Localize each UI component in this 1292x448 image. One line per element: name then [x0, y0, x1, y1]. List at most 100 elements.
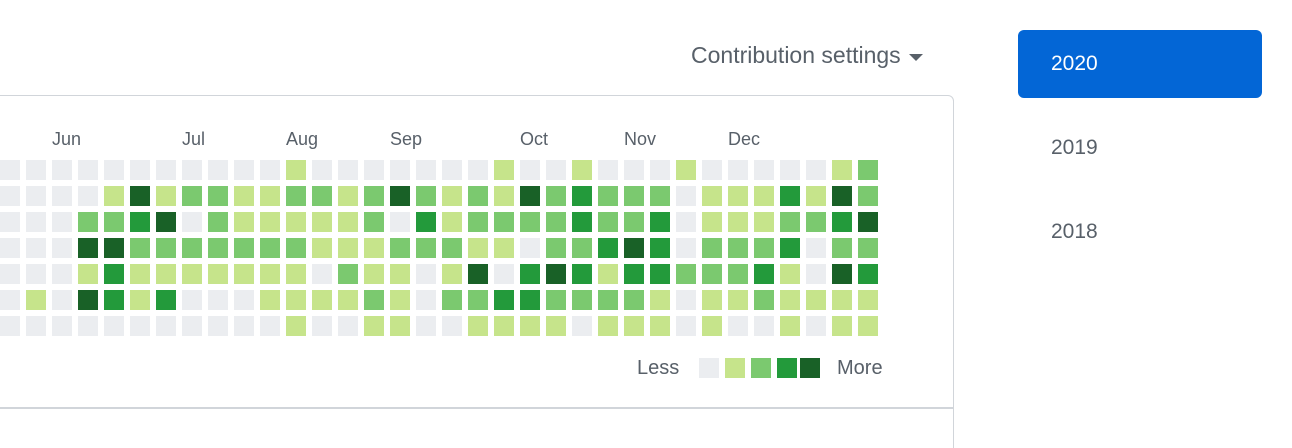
contribution-day-cell[interactable]	[364, 238, 384, 258]
contribution-day-cell[interactable]	[130, 186, 150, 206]
contribution-day-cell[interactable]	[52, 264, 72, 284]
contribution-day-cell[interactable]	[650, 316, 670, 336]
contribution-day-cell[interactable]	[338, 264, 358, 284]
contribution-day-cell[interactable]	[598, 316, 618, 336]
contribution-day-cell[interactable]	[546, 186, 566, 206]
contribution-day-cell[interactable]	[338, 238, 358, 258]
contribution-day-cell[interactable]	[858, 160, 878, 180]
contribution-day-cell[interactable]	[442, 238, 462, 258]
contribution-day-cell[interactable]	[182, 316, 202, 336]
contribution-day-cell[interactable]	[728, 238, 748, 258]
contribution-day-cell[interactable]	[598, 186, 618, 206]
contribution-day-cell[interactable]	[390, 238, 410, 258]
contribution-day-cell[interactable]	[52, 160, 72, 180]
contribution-day-cell[interactable]	[234, 290, 254, 310]
contribution-day-cell[interactable]	[858, 238, 878, 258]
contribution-day-cell[interactable]	[676, 290, 696, 310]
contribution-day-cell[interactable]	[156, 160, 176, 180]
year-link-2018[interactable]: 2018	[1051, 220, 1098, 243]
contribution-day-cell[interactable]	[624, 238, 644, 258]
contribution-day-cell[interactable]	[728, 160, 748, 180]
contribution-day-cell[interactable]	[260, 160, 280, 180]
contribution-day-cell[interactable]	[26, 160, 46, 180]
contribution-day-cell[interactable]	[78, 238, 98, 258]
contribution-day-cell[interactable]	[468, 238, 488, 258]
contribution-day-cell[interactable]	[468, 264, 488, 284]
contribution-day-cell[interactable]	[728, 212, 748, 232]
contribution-day-cell[interactable]	[520, 238, 540, 258]
contribution-day-cell[interactable]	[624, 186, 644, 206]
contribution-day-cell[interactable]	[260, 264, 280, 284]
contribution-day-cell[interactable]	[832, 290, 852, 310]
contribution-day-cell[interactable]	[286, 212, 306, 232]
contribution-day-cell[interactable]	[0, 160, 20, 180]
contribution-day-cell[interactable]	[624, 160, 644, 180]
contribution-day-cell[interactable]	[234, 264, 254, 284]
contribution-day-cell[interactable]	[130, 290, 150, 310]
contribution-day-cell[interactable]	[650, 264, 670, 284]
contribution-day-cell[interactable]	[442, 212, 462, 232]
contribution-day-cell[interactable]	[546, 160, 566, 180]
contribution-day-cell[interactable]	[52, 186, 72, 206]
contribution-day-cell[interactable]	[832, 186, 852, 206]
contribution-day-cell[interactable]	[286, 264, 306, 284]
contribution-day-cell[interactable]	[572, 264, 592, 284]
contribution-day-cell[interactable]	[520, 186, 540, 206]
contribution-day-cell[interactable]	[468, 316, 488, 336]
contribution-day-cell[interactable]	[208, 212, 228, 232]
contribution-day-cell[interactable]	[312, 290, 332, 310]
contribution-day-cell[interactable]	[182, 238, 202, 258]
contribution-day-cell[interactable]	[754, 238, 774, 258]
year-link-2019[interactable]: 2019	[1051, 136, 1098, 159]
contribution-day-cell[interactable]	[156, 264, 176, 284]
contribution-day-cell[interactable]	[416, 160, 436, 180]
contribution-day-cell[interactable]	[780, 316, 800, 336]
contribution-day-cell[interactable]	[676, 212, 696, 232]
contribution-day-cell[interactable]	[546, 238, 566, 258]
contribution-day-cell[interactable]	[364, 264, 384, 284]
contribution-day-cell[interactable]	[572, 160, 592, 180]
contribution-day-cell[interactable]	[260, 290, 280, 310]
contribution-day-cell[interactable]	[130, 212, 150, 232]
contribution-day-cell[interactable]	[676, 264, 696, 284]
contribution-day-cell[interactable]	[260, 186, 280, 206]
contribution-day-cell[interactable]	[286, 290, 306, 310]
contribution-day-cell[interactable]	[52, 316, 72, 336]
contribution-day-cell[interactable]	[702, 212, 722, 232]
contribution-day-cell[interactable]	[442, 264, 462, 284]
contribution-day-cell[interactable]	[806, 238, 826, 258]
contribution-day-cell[interactable]	[728, 186, 748, 206]
contribution-day-cell[interactable]	[806, 212, 826, 232]
contribution-day-cell[interactable]	[676, 186, 696, 206]
contribution-day-cell[interactable]	[156, 290, 176, 310]
contribution-day-cell[interactable]	[104, 264, 124, 284]
contribution-day-cell[interactable]	[52, 238, 72, 258]
contribution-day-cell[interactable]	[208, 238, 228, 258]
contribution-day-cell[interactable]	[520, 264, 540, 284]
contribution-day-cell[interactable]	[182, 186, 202, 206]
contribution-day-cell[interactable]	[780, 186, 800, 206]
contribution-day-cell[interactable]	[182, 264, 202, 284]
contribution-day-cell[interactable]	[312, 186, 332, 206]
contribution-day-cell[interactable]	[572, 238, 592, 258]
contribution-day-cell[interactable]	[442, 316, 462, 336]
contribution-day-cell[interactable]	[0, 316, 20, 336]
contribution-day-cell[interactable]	[0, 186, 20, 206]
contribution-day-cell[interactable]	[728, 290, 748, 310]
contribution-day-cell[interactable]	[234, 238, 254, 258]
contribution-day-cell[interactable]	[598, 160, 618, 180]
contribution-day-cell[interactable]	[416, 212, 436, 232]
contribution-day-cell[interactable]	[130, 316, 150, 336]
contribution-day-cell[interactable]	[494, 186, 514, 206]
contribution-day-cell[interactable]	[390, 186, 410, 206]
contribution-day-cell[interactable]	[546, 290, 566, 310]
contribution-day-cell[interactable]	[416, 238, 436, 258]
contribution-day-cell[interactable]	[468, 290, 488, 310]
contribution-day-cell[interactable]	[156, 212, 176, 232]
contribution-day-cell[interactable]	[364, 212, 384, 232]
contribution-day-cell[interactable]	[832, 264, 852, 284]
contribution-day-cell[interactable]	[312, 316, 332, 336]
contribution-day-cell[interactable]	[858, 290, 878, 310]
contribution-day-cell[interactable]	[780, 160, 800, 180]
contribution-day-cell[interactable]	[702, 264, 722, 284]
